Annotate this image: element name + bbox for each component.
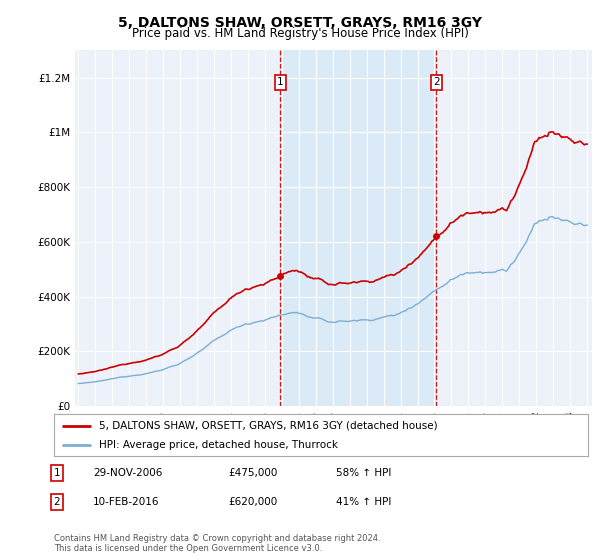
- Text: 1: 1: [277, 77, 284, 87]
- Text: 2: 2: [433, 77, 440, 87]
- Text: 10-FEB-2016: 10-FEB-2016: [93, 497, 160, 507]
- Text: Contains HM Land Registry data © Crown copyright and database right 2024.
This d: Contains HM Land Registry data © Crown c…: [54, 534, 380, 553]
- Bar: [280, 50, 436, 406]
- Text: HPI: Average price, detached house, Thurrock: HPI: Average price, detached house, Thur…: [100, 440, 338, 450]
- Text: 58% ↑ HPI: 58% ↑ HPI: [336, 468, 391, 478]
- Text: £475,000: £475,000: [228, 468, 277, 478]
- Text: 5, DALTONS SHAW, ORSETT, GRAYS, RM16 3GY: 5, DALTONS SHAW, ORSETT, GRAYS, RM16 3GY: [118, 16, 482, 30]
- Text: 1: 1: [53, 468, 61, 478]
- Text: Price paid vs. HM Land Registry's House Price Index (HPI): Price paid vs. HM Land Registry's House …: [131, 27, 469, 40]
- Text: 29-NOV-2006: 29-NOV-2006: [93, 468, 163, 478]
- Text: £620,000: £620,000: [228, 497, 277, 507]
- Text: 5, DALTONS SHAW, ORSETT, GRAYS, RM16 3GY (detached house): 5, DALTONS SHAW, ORSETT, GRAYS, RM16 3GY…: [100, 421, 438, 431]
- Text: 2: 2: [53, 497, 61, 507]
- Text: 41% ↑ HPI: 41% ↑ HPI: [336, 497, 391, 507]
